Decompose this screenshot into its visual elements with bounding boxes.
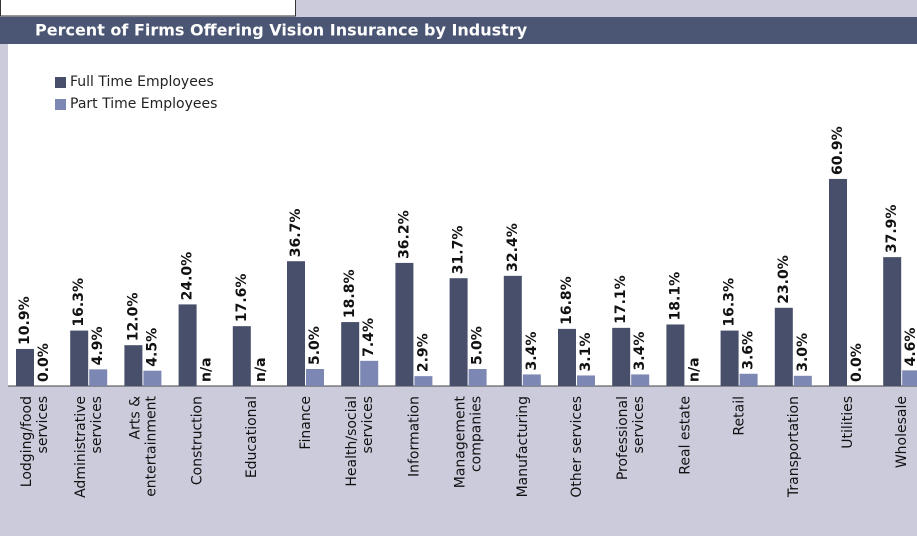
x-tick-label: Other services: [569, 396, 585, 498]
bar: [522, 374, 541, 386]
bar: [414, 376, 433, 386]
bar: [70, 330, 89, 386]
value-label: 3.0%: [795, 333, 811, 372]
value-label: 36.2%: [396, 210, 412, 259]
value-label: 3.4%: [524, 332, 540, 371]
x-tick-label: Administrative: [73, 396, 89, 498]
bar: [666, 324, 685, 386]
value-label: 37.9%: [884, 205, 900, 254]
top-box: [0, 0, 296, 17]
value-label: 23.0%: [776, 255, 792, 304]
bar: [232, 326, 251, 386]
value-label: 4.5%: [144, 328, 160, 367]
x-tick-label: Information: [406, 396, 422, 477]
bar: [124, 345, 143, 386]
bar: [306, 369, 324, 386]
bar: [829, 178, 847, 386]
x-tick-label: Retail: [732, 396, 748, 436]
x-tick-label: Transportation: [786, 396, 802, 498]
x-tick-label: services: [631, 396, 647, 453]
x-tick-label: Lodging/food: [19, 396, 35, 487]
bar: [360, 360, 379, 386]
bar: [287, 261, 305, 386]
x-tick-label: services: [360, 396, 376, 453]
value-label: 16.3%: [722, 278, 738, 327]
bar: [612, 327, 631, 386]
value-label: 24.0%: [180, 252, 196, 301]
value-label: 10.9%: [17, 296, 33, 345]
x-tick-label: Health/social: [344, 396, 360, 487]
bar: [395, 262, 414, 386]
bar: [143, 370, 162, 386]
bar: [89, 369, 108, 386]
value-label: 17.1%: [613, 275, 629, 324]
bar: [577, 375, 595, 386]
bar: [468, 369, 487, 386]
value-label: 60.9%: [830, 126, 846, 175]
x-tick-label: Professional: [615, 396, 631, 480]
bar: [558, 328, 576, 386]
value-label: 3.6%: [741, 331, 757, 370]
x-tick-label: Construction: [190, 396, 206, 485]
bar: [883, 257, 902, 386]
bar: [16, 348, 34, 386]
bar: [503, 275, 522, 386]
value-label: 4.6%: [903, 328, 917, 367]
x-tick-label: Arts &: [127, 396, 143, 440]
bar: [902, 370, 917, 386]
value-label: 32.4%: [505, 223, 521, 272]
x-tick-label: entertainment: [143, 395, 159, 496]
value-label: 4.9%: [90, 327, 106, 366]
value-label: 2.9%: [415, 333, 431, 372]
x-tick-label: services: [89, 396, 105, 453]
bar: [720, 330, 739, 386]
value-label: 31.7%: [451, 226, 467, 275]
value-label: 16.8%: [559, 276, 575, 325]
bar: [178, 304, 197, 386]
title-bar: [0, 17, 917, 44]
value-label: 3.4%: [632, 332, 648, 371]
bar: [774, 307, 793, 386]
bar: [793, 375, 812, 386]
bar: [739, 373, 758, 386]
bar: [449, 278, 468, 386]
x-tick-label: Educational: [244, 396, 260, 478]
value-label: 5.0%: [307, 326, 323, 365]
x-tick-label: Utilities: [840, 396, 856, 449]
value-label: 0.0%: [36, 343, 52, 382]
value-label: 18.1%: [667, 272, 683, 321]
legend-label: Full Time Employees: [70, 74, 214, 90]
x-tick-label: Manufacturing: [515, 396, 531, 497]
x-tick-label: Management: [453, 395, 469, 488]
value-label: n/a: [199, 357, 215, 382]
x-tick-label: companies: [469, 396, 485, 472]
legend-swatch: [55, 77, 66, 88]
legend-label: Part Time Employees: [70, 96, 217, 112]
chart-title: Percent of Firms Offering Vision Insuran…: [35, 21, 528, 40]
value-label: 36.7%: [288, 209, 304, 258]
bar: [631, 374, 650, 386]
value-label: 17.6%: [234, 274, 250, 323]
value-label: n/a: [686, 357, 702, 382]
x-tick-label: Finance: [298, 396, 314, 450]
value-label: 12.0%: [125, 293, 141, 342]
x-tick-label: Wholesale: [894, 396, 910, 468]
bar: [341, 322, 360, 386]
value-label: 16.3%: [71, 278, 87, 327]
value-label: 5.0%: [470, 326, 486, 365]
value-label: 7.4%: [361, 318, 377, 357]
x-tick-label: Real estate: [677, 396, 693, 475]
value-label: 0.0%: [849, 343, 865, 382]
value-label: 18.8%: [342, 270, 358, 319]
value-label: 3.1%: [578, 333, 594, 372]
x-tick-label: services: [35, 396, 51, 453]
legend-swatch: [55, 99, 66, 110]
value-label: n/a: [253, 357, 269, 382]
